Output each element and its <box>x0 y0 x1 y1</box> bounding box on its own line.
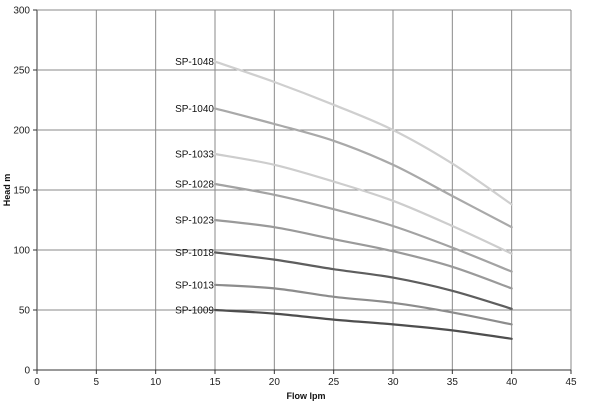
series-line-sp-1033 <box>213 152 513 255</box>
series-line-sp-1040 <box>213 107 513 229</box>
x-tick-label: 0 <box>34 377 40 388</box>
y-tick-label: 0 <box>24 366 30 377</box>
x-tick-label: 40 <box>506 377 518 388</box>
x-axis-title: Flow lpm <box>287 391 326 401</box>
x-tick-label: 35 <box>447 377 459 388</box>
series-line-sp-1018 <box>213 251 513 310</box>
x-axis-ticks: 0 5 10 15 20 25 30 35 40 45 <box>34 370 577 388</box>
y-tick-label: 200 <box>13 126 30 137</box>
series-line-sp-1009 <box>213 308 513 340</box>
curves <box>213 60 513 340</box>
grid <box>36 9 572 371</box>
x-tick-label: 5 <box>94 377 100 388</box>
series-label-sp-1023: SP-1023 <box>175 216 214 227</box>
x-tick-label: 10 <box>150 377 162 388</box>
y-axis-ticks: 0 50 100 150 200 250 300 <box>13 6 37 377</box>
x-tick-label: 45 <box>565 377 577 388</box>
y-tick-label: 50 <box>19 306 31 317</box>
y-tick-label: 150 <box>13 186 30 197</box>
x-tick-label: 15 <box>209 377 221 388</box>
series-line-sp-1013 <box>213 283 513 326</box>
series-line-sp-1048 <box>213 60 513 206</box>
series-label-sp-1013: SP-1013 <box>175 280 214 291</box>
series-line-sp-1023 <box>213 218 513 290</box>
series-labels: SP-1048 SP-1040 SP-1033 SP-1028 SP-1023 SP-10… <box>175 57 214 316</box>
y-tick-label: 300 <box>13 6 30 17</box>
x-tick-label: 30 <box>387 377 399 388</box>
y-tick-label: 250 <box>13 66 30 77</box>
y-tick-label: 100 <box>13 246 30 257</box>
series-line-sp-1028 <box>213 182 513 273</box>
series-label-sp-1033: SP-1033 <box>175 150 214 161</box>
x-tick-label: 25 <box>328 377 340 388</box>
series-label-sp-1040: SP-1040 <box>175 104 214 115</box>
series-label-sp-1009: SP-1009 <box>175 306 214 317</box>
y-axis-title: Head m <box>2 174 12 207</box>
series-label-sp-1018: SP-1018 <box>175 248 214 259</box>
series-label-sp-1028: SP-1028 <box>175 180 214 191</box>
x-tick-label: 20 <box>269 377 281 388</box>
series-label-sp-1048: SP-1048 <box>175 57 214 68</box>
